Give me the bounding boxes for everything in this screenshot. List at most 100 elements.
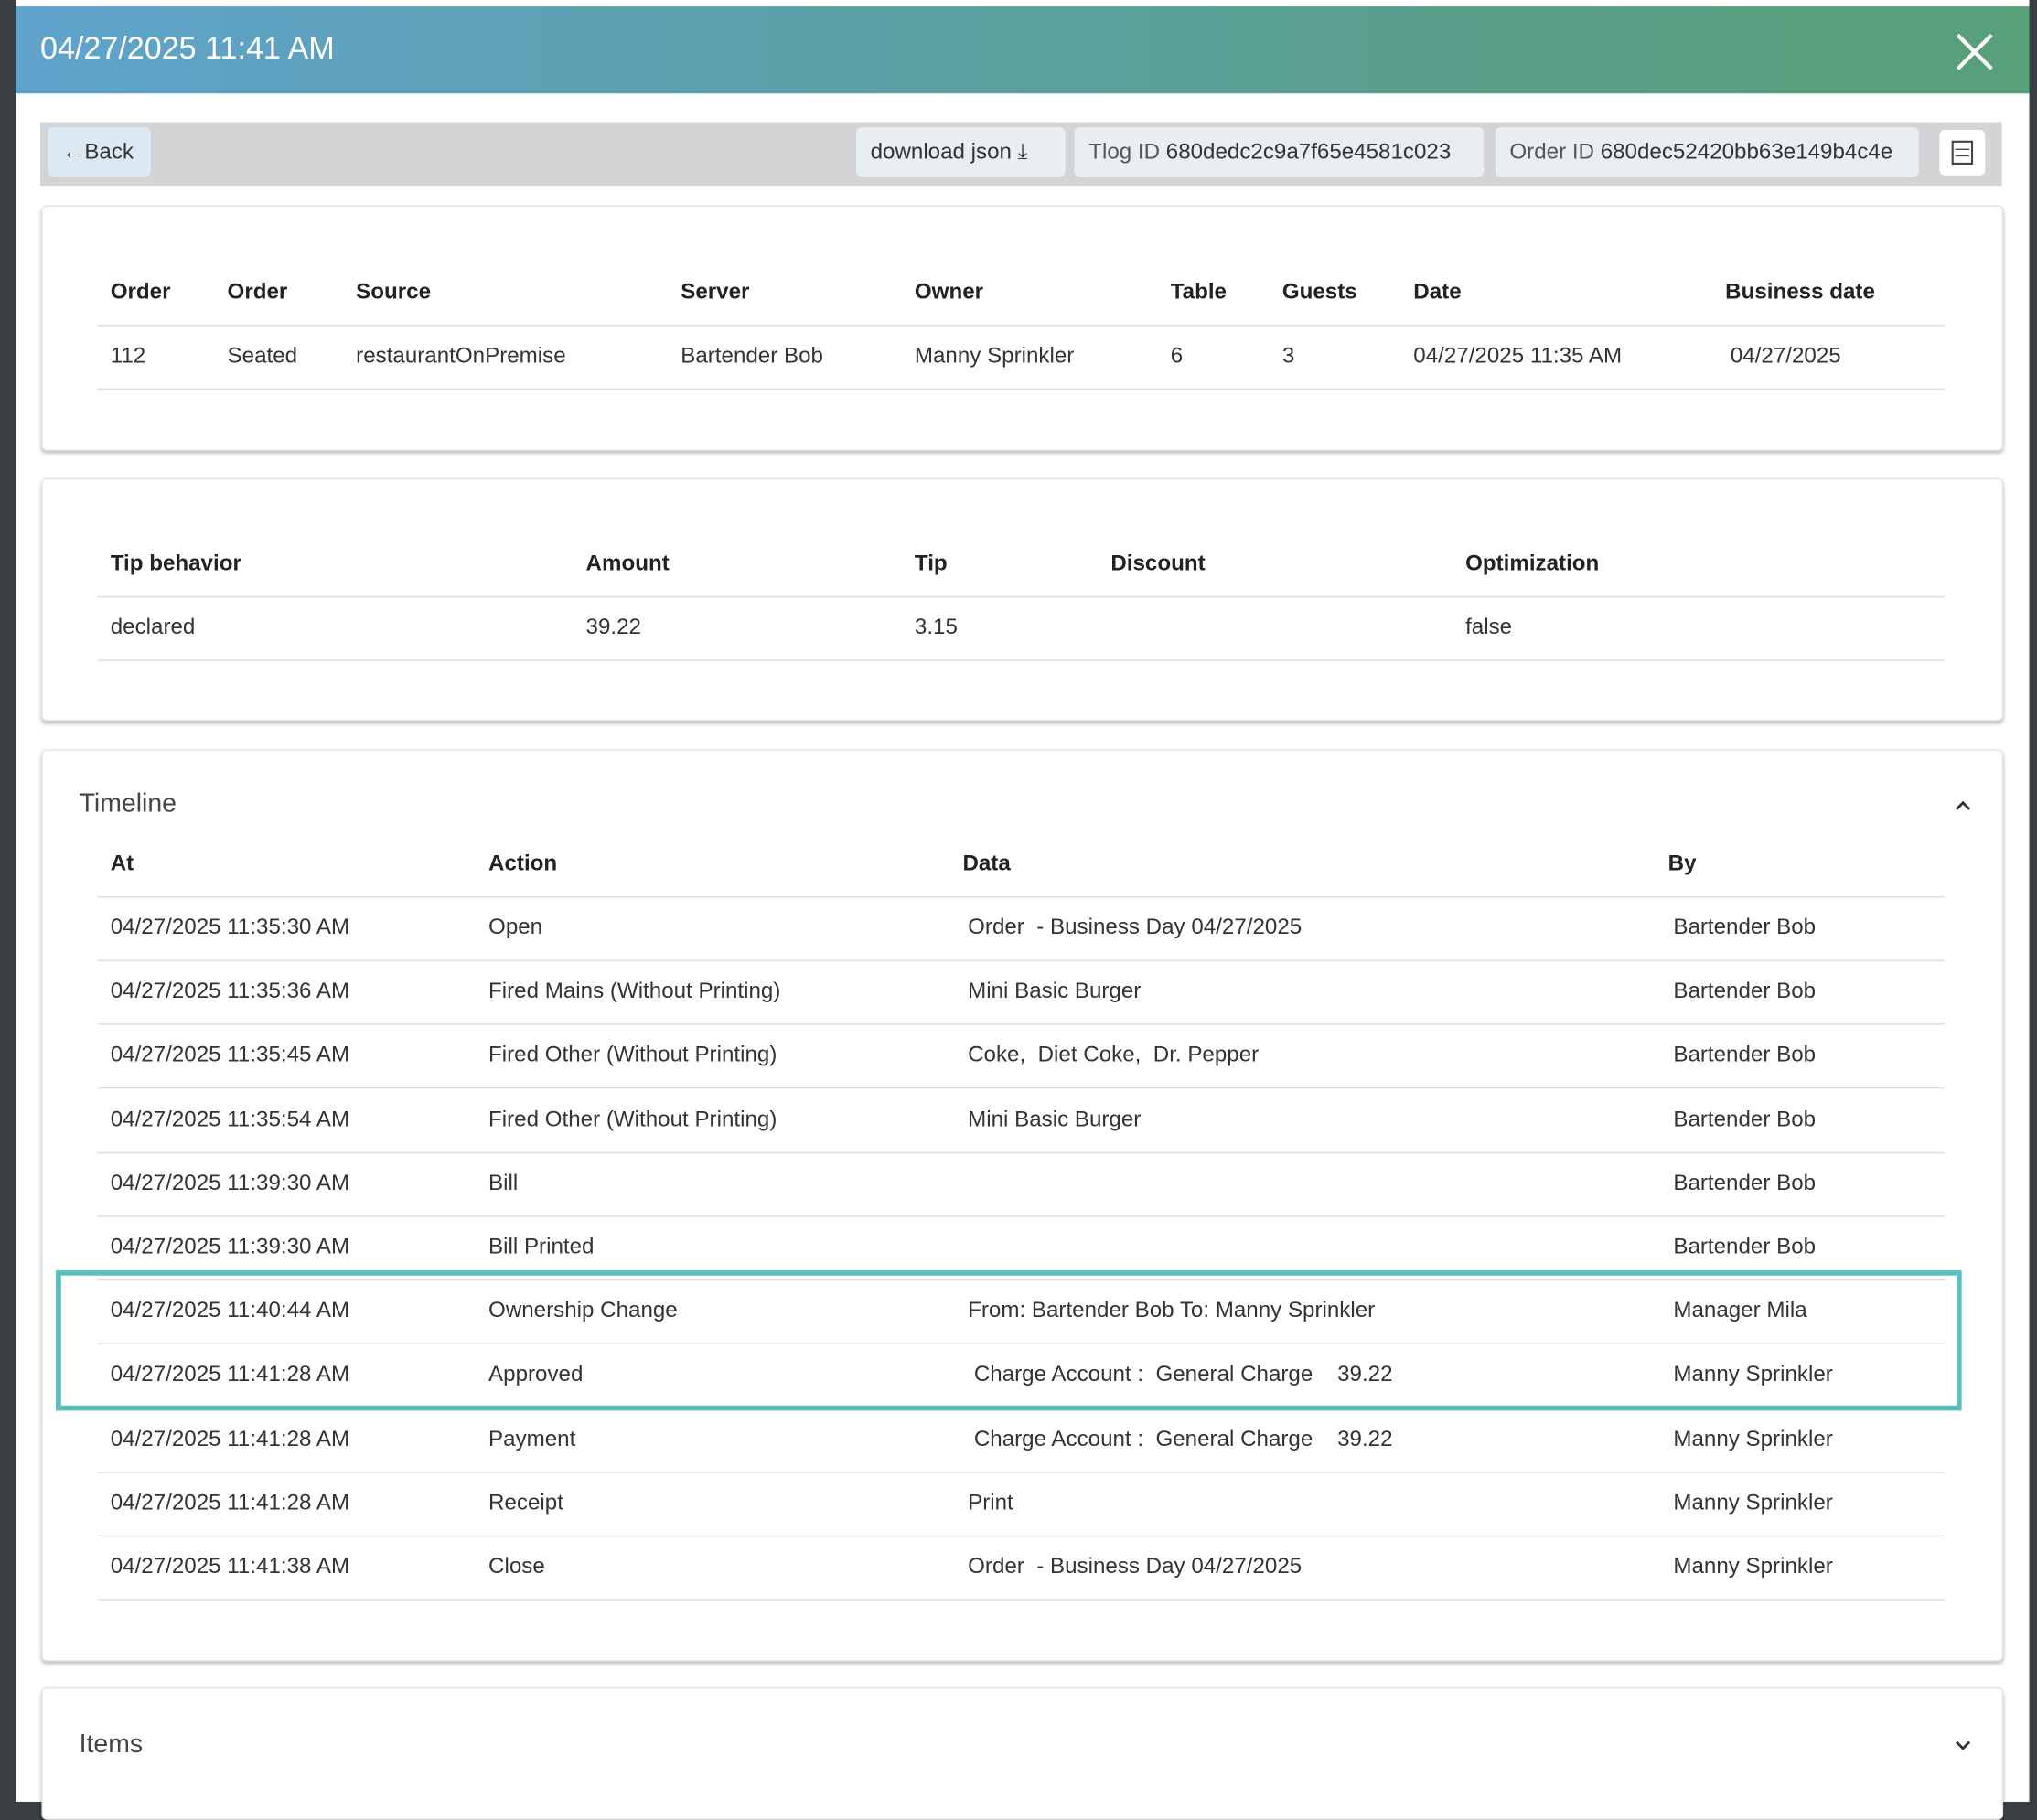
row-divider: [98, 1599, 1946, 1600]
items-title[interactable]: Items: [80, 1730, 143, 1761]
table-cell: 04/27/2025 11:35:36 AM: [111, 979, 349, 1004]
table-cell: 112: [111, 343, 146, 369]
table-cell: Receipt: [488, 1490, 563, 1515]
header-divider: [98, 325, 1946, 326]
table-cell: Manny Sprinkler: [1673, 1490, 1832, 1515]
table-cell: Bartender Bob: [1673, 979, 1816, 1004]
table-cell: 04/27/2025 11:41:28 AM: [111, 1426, 349, 1451]
table-cell: 3.15: [915, 615, 958, 640]
table-cell: Print: [968, 1490, 1013, 1515]
table-cell: false: [1465, 615, 1512, 640]
table-cell: declared: [111, 615, 196, 640]
table-cell: Manny Sprinkler: [1673, 1426, 1832, 1451]
table-cell: 04/27/2025 11:35:30 AM: [111, 915, 349, 940]
table-cell: Payment: [488, 1426, 575, 1451]
table-cell: Fired Mains (Without Printing): [488, 979, 780, 1004]
header-divider: [98, 596, 1946, 597]
table-cell: Bartender Bob: [1673, 1043, 1816, 1068]
table-cell: Mini Basic Burger: [968, 1107, 1141, 1132]
row-divider: [98, 1151, 1946, 1152]
xlsx-icon: [1940, 130, 1986, 176]
order-card: [41, 205, 2003, 450]
column-header: Server: [681, 279, 749, 305]
row-divider: [98, 1087, 1946, 1088]
download-button[interactable]: download json ⤓: [856, 127, 1066, 177]
table-cell: Bartender Bob: [1673, 1234, 1816, 1259]
payment-card: [41, 478, 2003, 722]
table-cell: 04/27/2025 11:39:30 AM: [111, 1234, 349, 1259]
table-cell: Bartender Bob: [1673, 1170, 1816, 1195]
tlog-id[interactable]: Tlog ID 680dedc2c9a7f65e4581c023: [1075, 127, 1484, 177]
column-header: Guests: [1282, 279, 1357, 305]
table-cell: Fired Other (Without Printing): [488, 1107, 777, 1132]
row-divider: [98, 960, 1946, 961]
export-xlsx-button[interactable]: [1940, 130, 1986, 176]
column-header: Data: [962, 851, 1010, 876]
column-header: Action: [488, 851, 557, 876]
table-cell: Bill Printed: [488, 1234, 594, 1259]
column-header: At: [111, 851, 134, 876]
column-header: Discount: [1110, 551, 1205, 576]
table-cell: 04/27/2025 11:41:38 AM: [111, 1554, 349, 1579]
column-header: By: [1668, 851, 1697, 876]
column-header: Business date: [1725, 279, 1875, 305]
table-cell: 04/27/2025 11:41:28 AM: [111, 1490, 349, 1515]
tlog-value: 680dedc2c9a7f65e4581c023: [1166, 139, 1452, 164]
column-header: Date: [1413, 279, 1461, 305]
collapse-icon[interactable]: [1953, 795, 1974, 816]
column-header: Tip behavior: [111, 551, 241, 576]
column-header: Order: [228, 279, 288, 305]
close-button[interactable]: [1953, 30, 1997, 74]
table-cell: restaurantOnPremise: [356, 343, 565, 369]
timeline-title[interactable]: Timeline: [80, 790, 177, 820]
table-cell: 04/27/2025 11:35 AM: [1413, 343, 1622, 369]
row-divider: [98, 1215, 1946, 1216]
order-id-label: Order ID: [1509, 139, 1594, 164]
table-cell: 6: [1171, 343, 1183, 369]
table-cell: Seated: [228, 343, 298, 369]
table-cell: Mini Basic Burger: [968, 979, 1141, 1004]
table-cell: 04/27/2025: [1731, 343, 1841, 369]
row-divider: [98, 389, 1946, 390]
table-cell: Order - Business Day 04/27/2025: [968, 1554, 1302, 1579]
timeline-card: [41, 750, 2003, 1662]
back-label: ←Back: [62, 139, 134, 164]
table-cell: Manny Sprinkler: [1673, 1554, 1832, 1579]
column-header: Order: [111, 279, 171, 305]
expand-icon[interactable]: [1953, 1736, 1974, 1757]
table-cell: 3: [1282, 343, 1294, 369]
column-header: Source: [356, 279, 431, 305]
order-id[interactable]: Order ID 680dec52420bb63e149b4c4e: [1496, 127, 1919, 177]
table-cell: Charge Account : General Charge 39.22: [968, 1426, 1392, 1451]
download-label: download json: [871, 139, 1012, 164]
column-header: Tip: [915, 551, 948, 576]
table-cell: Bartender Bob: [1673, 915, 1816, 940]
highlight-box: [56, 1270, 1962, 1410]
column-header: Amount: [586, 551, 670, 576]
back-button[interactable]: ←Back: [48, 127, 151, 177]
row-divider: [98, 1023, 1946, 1024]
table-cell: Fired Other (Without Printing): [488, 1043, 777, 1068]
column-header: Optimization: [1465, 551, 1599, 576]
table-cell: Manny Sprinkler: [915, 343, 1074, 369]
table-cell: Bartender Bob: [1673, 1107, 1816, 1132]
table-cell: 04/27/2025 11:35:45 AM: [111, 1043, 349, 1068]
header-divider: [98, 896, 1946, 897]
modal-title: 04/27/2025 11:41 AM: [40, 31, 335, 68]
table-cell: Open: [488, 915, 542, 940]
table-cell: Order - Business Day 04/27/2025: [968, 915, 1302, 940]
table-cell: 39.22: [586, 615, 641, 640]
table-cell: Bill: [488, 1170, 518, 1195]
table-cell: Close: [488, 1554, 545, 1579]
items-card: [41, 1687, 2003, 1820]
tlog-label: Tlog ID: [1088, 139, 1160, 164]
table-cell: 04/27/2025 11:35:54 AM: [111, 1107, 349, 1132]
column-header: Table: [1171, 279, 1227, 305]
row-divider: [98, 660, 1946, 661]
column-header: Owner: [915, 279, 983, 305]
table-cell: Bartender Bob: [681, 343, 823, 369]
table-cell: 04/27/2025 11:39:30 AM: [111, 1170, 349, 1195]
table-cell: Coke, Diet Coke, Dr. Pepper: [968, 1043, 1259, 1068]
